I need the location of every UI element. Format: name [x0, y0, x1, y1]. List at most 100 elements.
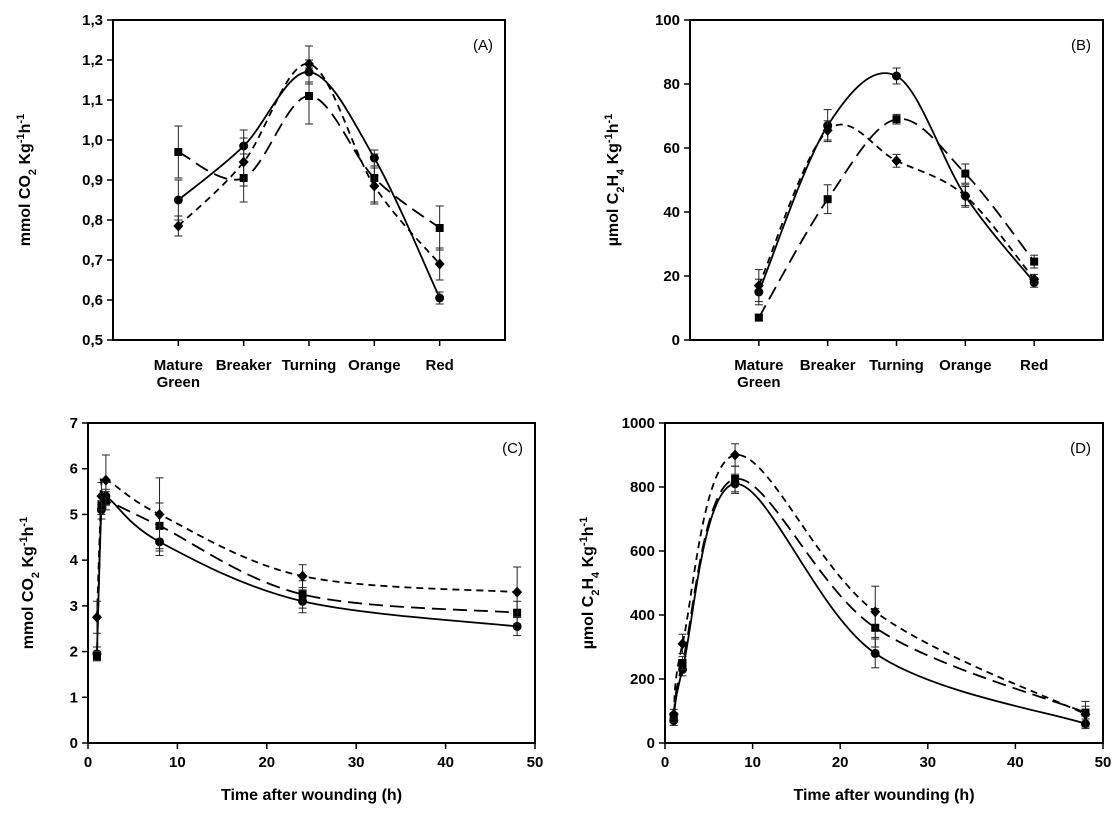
- data-point-diamond-4: [1080, 708, 1091, 720]
- data-point-diamond-3: [154, 508, 165, 520]
- x-tick-label: 10: [169, 754, 186, 771]
- data-point-circle-0: [173, 195, 183, 205]
- series-line-diamond: [672, 454, 1086, 716]
- y-axis-title: µmol C2H4 Kg-1h-1: [578, 517, 602, 650]
- x-tick-label: 40: [1007, 754, 1024, 771]
- panel-label: (A): [473, 37, 493, 54]
- y-tick-label: 1: [70, 689, 78, 706]
- data-point-diamond-3: [369, 180, 380, 192]
- y-tick-label: 7: [70, 415, 78, 432]
- x-tick-label: Turning: [282, 357, 337, 374]
- x-tick-label: 30: [919, 754, 936, 771]
- data-point-circle-2: [892, 71, 901, 81]
- data-point-diamond-2: [304, 58, 314, 70]
- y-axis-title: mmol CO2 Kg-1h-1: [15, 114, 39, 246]
- series-square: [754, 113, 1039, 322]
- series-line-square: [96, 490, 518, 657]
- data-point-diamond-2: [891, 155, 902, 167]
- data-point-square-0: [92, 652, 101, 661]
- x-tick-label: 20: [832, 754, 849, 771]
- y-axis-title: mmol CO2 Kg-1h-1: [18, 517, 42, 649]
- data-point-diamond-5: [512, 586, 523, 598]
- y-tick-label: 0,9: [82, 172, 103, 189]
- data-point-circle-4: [435, 293, 445, 303]
- chart-panel-1: 0 20 40 60 80 100 Mature Green Breaker Turning Ora…: [603, 12, 1104, 391]
- plot-frame: [87, 422, 536, 744]
- y-tick-label: 3: [70, 598, 78, 615]
- data-point-square-2: [892, 115, 901, 124]
- data-point-diamond-0: [753, 280, 764, 292]
- y-tick-label: 1,3: [82, 12, 103, 29]
- x-tick-label: Orange: [939, 357, 992, 374]
- x-tick-label: Mature Green: [734, 357, 783, 391]
- panel-label: (C): [502, 440, 523, 457]
- data-point-square-4: [435, 224, 444, 232]
- chart-panel-2: 0 1 2 3 4 5 6 7 0 10 20 30 40 50 Time after wounding (…: [18, 415, 543, 804]
- series-line-diamond: [177, 63, 441, 265]
- x-tick-label: Red: [1020, 357, 1048, 374]
- data-point-diamond-1: [238, 156, 249, 168]
- data-point-diamond-4: [1029, 273, 1040, 285]
- series-line-square: [758, 118, 1035, 319]
- chart-panel-3: 0 200 400 600 800 1000 0 10 20 30 40 50 Time after w…: [578, 415, 1111, 804]
- data-point-diamond-0: [668, 708, 679, 720]
- x-tick-label: Orange: [348, 357, 401, 374]
- chart-panel-0: 0,5 0,6 0,7 0,8 0,9 1,0 1,1 1,2 1,3 Mature Green Br…: [15, 12, 506, 391]
- y-tick-label: 600: [630, 543, 655, 560]
- y-tick-label: 0: [647, 735, 655, 752]
- y-tick-label: 100: [655, 12, 680, 29]
- series-diamond: [753, 120, 1040, 303]
- data-point-diamond-2: [730, 449, 741, 461]
- data-point-diamond-3: [870, 606, 881, 618]
- x-tick-label: 50: [527, 754, 544, 771]
- data-point-diamond-2: [100, 474, 111, 486]
- series-circle: [669, 473, 1090, 730]
- y-tick-label: 0: [672, 332, 680, 349]
- series-line-circle: [757, 72, 1035, 293]
- data-point-square-0: [174, 148, 183, 156]
- y-tick-label: 0,8: [82, 212, 103, 229]
- data-point-square-2: [305, 92, 313, 100]
- series-diamond: [173, 45, 445, 281]
- y-tick-label: 80: [663, 76, 680, 93]
- panel-label: (B): [1071, 37, 1091, 54]
- y-tick-label: 0,7: [82, 252, 103, 269]
- y-tick-label: 0,6: [82, 292, 103, 309]
- x-axis-title: Time after wounding (h): [793, 787, 974, 804]
- x-tick-label: Turning: [869, 357, 924, 374]
- x-tick-label: 0: [84, 754, 92, 771]
- data-point-square-0: [754, 313, 763, 322]
- x-axis-title: Time after wounding (h): [221, 787, 402, 804]
- y-tick-label: 1,2: [82, 52, 103, 69]
- series-line-diamond: [758, 123, 1035, 286]
- y-tick-label: 60: [663, 140, 680, 157]
- y-tick-label: 0,5: [82, 332, 103, 349]
- series-line-diamond: [96, 476, 518, 618]
- y-tick-label: 40: [663, 204, 680, 221]
- series-diamond: [668, 443, 1091, 728]
- data-point-diamond-1: [677, 638, 688, 650]
- y-tick-label: 400: [630, 607, 655, 624]
- y-tick-label: 2: [70, 644, 78, 661]
- x-tick-label: Red: [425, 357, 453, 374]
- x-tick-label: Breaker: [216, 357, 272, 374]
- data-point-diamond-4: [297, 570, 308, 582]
- y-tick-label: 1000: [622, 415, 655, 432]
- x-tick-label: 50: [1095, 754, 1112, 771]
- series-square: [669, 465, 1090, 723]
- x-tick-label: 30: [348, 754, 365, 771]
- series-line-square: [672, 478, 1086, 718]
- data-point-diamond-1: [96, 490, 107, 502]
- y-tick-label: 20: [663, 268, 680, 285]
- y-tick-label: 4: [70, 552, 79, 569]
- data-point-diamond-1: [822, 124, 833, 136]
- series-diamond: [91, 454, 523, 634]
- data-point-square-4: [1030, 257, 1039, 266]
- y-tick-label: 1,1: [82, 92, 103, 109]
- x-tick-label: Breaker: [800, 357, 856, 374]
- y-tick-label: 800: [630, 479, 655, 496]
- y-tick-label: 5: [70, 506, 78, 523]
- data-point-square-2: [731, 475, 740, 483]
- data-point-circle-3: [870, 648, 880, 658]
